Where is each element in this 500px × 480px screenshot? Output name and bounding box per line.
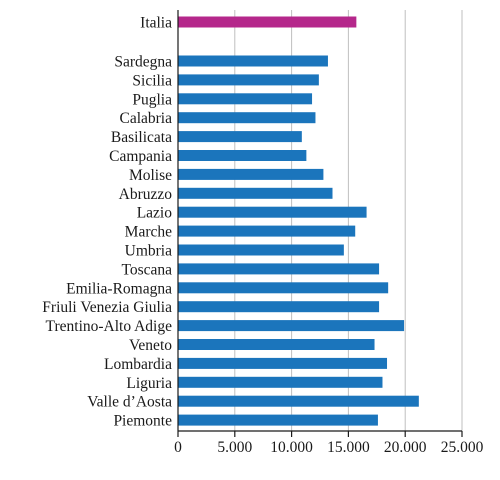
x-tick-label-15000: 15.000	[327, 439, 370, 456]
bar-calabria	[178, 112, 316, 124]
category-label-lazio: Lazio	[137, 205, 173, 222]
category-label-veneto: Veneto	[129, 337, 172, 354]
category-label-toscana: Toscana	[121, 261, 172, 278]
x-tick-labels: 0 5.000 10.000 15.000 20.000 25.000	[174, 439, 483, 456]
category-label-molise: Molise	[129, 167, 172, 184]
bar-trentino-alto-adige	[178, 320, 405, 332]
bar-sardegna	[178, 55, 328, 67]
x-tick-label-5000: 5.000	[217, 439, 252, 456]
category-label-basilicata: Basilicata	[111, 129, 172, 146]
bar-veneto	[178, 339, 375, 350]
category-label-liguria: Liguria	[126, 375, 172, 392]
category-label-puglia: Puglia	[132, 91, 172, 108]
bar-campania	[178, 150, 307, 161]
category-label-trentino-alto-adige: Trentino-Alto Adige	[46, 318, 173, 335]
bars	[178, 16, 419, 426]
x-tick-label-10000: 10.000	[270, 439, 313, 456]
bar-sicilia	[178, 74, 319, 86]
category-label-sardegna: Sardegna	[114, 54, 172, 71]
bar-marche	[178, 225, 356, 237]
category-label-umbria: Umbria	[125, 243, 172, 260]
category-label-lombardia: Lombardia	[104, 356, 172, 373]
category-label-calabria: Calabria	[119, 110, 172, 127]
category-label-piemonte: Piemonte	[113, 413, 172, 430]
bar-basilicata	[178, 131, 302, 143]
bar-abruzzo	[178, 187, 333, 199]
category-label-italia: Italia	[140, 15, 172, 32]
category-label-friuli-venezia-giulia: Friuli Venezia Giulia	[42, 299, 172, 316]
category-label-valle-d-aosta: Valle d’Aosta	[87, 394, 172, 411]
bar-umbria	[178, 244, 344, 256]
bar-valle-d-aosta	[178, 395, 419, 407]
bar-toscana	[178, 263, 380, 275]
bar-piemonte	[178, 414, 378, 426]
category-label-sicilia: Sicilia	[132, 72, 172, 89]
x-tick-label-25000: 25.000	[441, 439, 484, 456]
category-label-abruzzo: Abruzzo	[119, 186, 173, 203]
axes	[177, 10, 463, 437]
bar-emilia-romagna	[178, 282, 389, 294]
bar-lombardia	[178, 357, 388, 369]
x-tick-label-0: 0	[174, 439, 182, 456]
category-label-emilia-romagna: Emilia-Romagna	[66, 280, 172, 297]
bar-liguria	[178, 376, 383, 388]
bar-lazio	[178, 206, 367, 218]
bar-italia	[178, 16, 357, 28]
x-tick-label-20000: 20.000	[384, 439, 427, 456]
bar-puglia	[178, 93, 313, 105]
category-label-marche: Marche	[125, 224, 172, 241]
bar-molise	[178, 168, 324, 180]
bar-friuli-venezia-giulia	[178, 301, 380, 313]
category-label-campania: Campania	[109, 148, 172, 165]
